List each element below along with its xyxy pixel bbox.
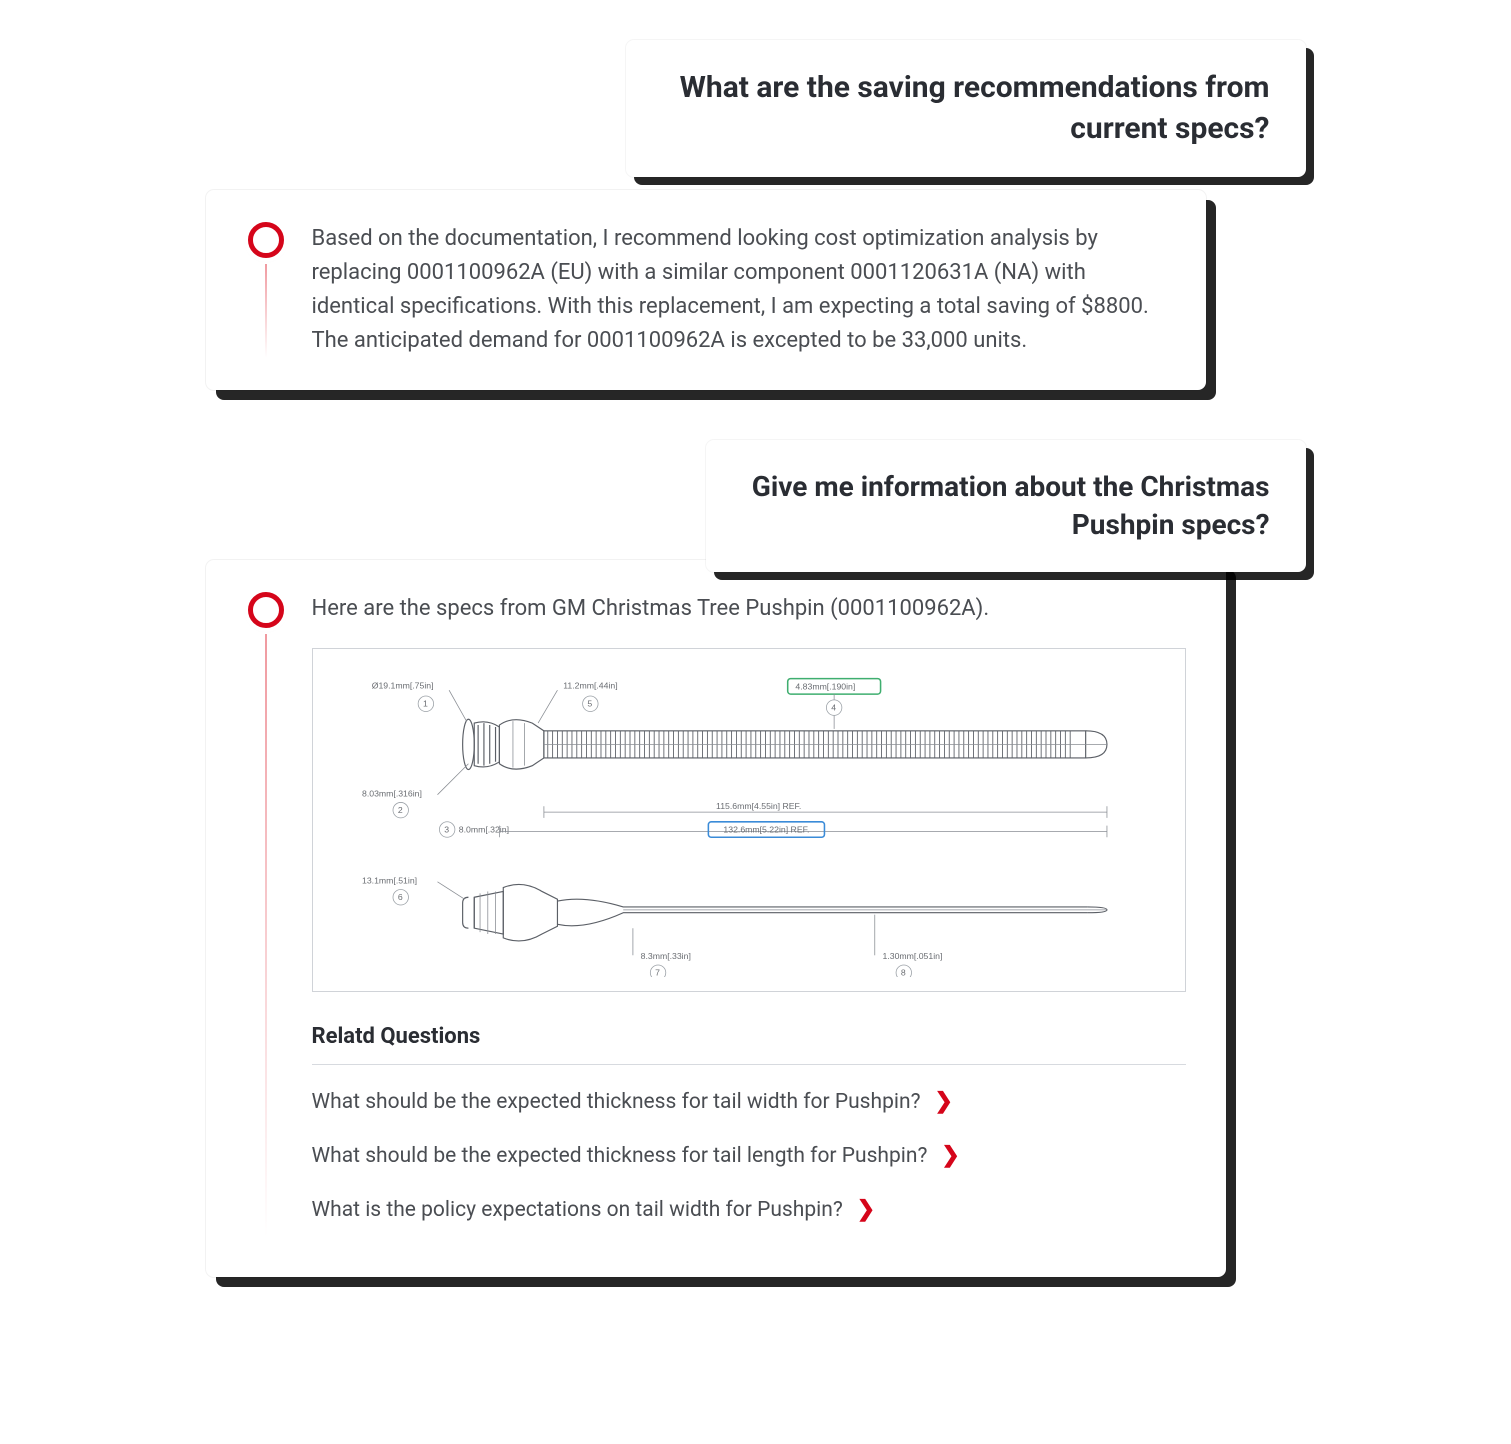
svg-text:132.6mm[5.22in] REF.: 132.6mm[5.22in] REF. — [723, 825, 809, 835]
related-questions-heading: Relatd Questions — [312, 1020, 1186, 1065]
svg-text:115.6mm[4.55in] REF.: 115.6mm[4.55in] REF. — [716, 801, 801, 811]
thread-stem — [265, 264, 267, 358]
related-question-text: What should be the expected thickness fo… — [312, 1140, 928, 1173]
svg-text:3: 3 — [444, 825, 449, 835]
assistant-avatar-ring — [248, 222, 284, 258]
svg-text:5: 5 — [587, 699, 592, 709]
svg-text:13.1mm[.51in]: 13.1mm[.51in] — [362, 876, 417, 886]
svg-text:2: 2 — [397, 805, 402, 815]
thread-marker — [238, 592, 294, 1237]
assistant-answer-1: Based on the documentation, I recommend … — [206, 190, 1206, 390]
svg-text:1.30mm[.051in]: 1.30mm[.051in] — [882, 951, 942, 961]
related-questions-list: What should be the expected thickness fo… — [312, 1075, 1186, 1237]
chevron-right-icon: ❯ — [857, 1193, 875, 1227]
user-question-2: Give me information about the Christmas … — [706, 440, 1306, 572]
svg-text:4.83mm[.190in]: 4.83mm[.190in] — [795, 681, 855, 691]
assistant-answer-2: Here are the specs from GM Christmas Tre… — [206, 560, 1226, 1277]
user-question-2-text: Give me information about the Christmas … — [752, 470, 1270, 541]
chevron-right-icon: ❯ — [935, 1085, 953, 1119]
assistant-avatar-ring — [248, 592, 284, 628]
svg-text:4: 4 — [831, 703, 836, 713]
related-question-item[interactable]: What is the policy expectations on tail … — [312, 1183, 1186, 1237]
svg-text:8: 8 — [900, 968, 905, 977]
thread-stem — [265, 634, 267, 1237]
assistant-answer-2-text: Here are the specs from GM Christmas Tre… — [312, 592, 1186, 626]
user-question-1-text: What are the saving recommendations from… — [680, 70, 1270, 146]
related-question-text: What should be the expected thickness fo… — [312, 1086, 921, 1119]
svg-text:7: 7 — [655, 968, 660, 977]
spec-drawing-svg: Ø19.1mm[.75in] 1 11.2mm[.44in] 5 4.83mm[… — [333, 667, 1165, 977]
user-question-1: What are the saving recommendations from… — [626, 40, 1306, 177]
spec-drawing: Ø19.1mm[.75in] 1 11.2mm[.44in] 5 4.83mm[… — [312, 648, 1186, 992]
svg-text:8.03mm[.316in]: 8.03mm[.316in] — [362, 789, 422, 799]
svg-text:8.3mm[.33in]: 8.3mm[.33in] — [640, 951, 690, 961]
chevron-right-icon: ❯ — [941, 1139, 959, 1173]
svg-text:6: 6 — [397, 892, 402, 902]
thread-marker — [238, 222, 294, 358]
svg-text:Ø19.1mm[.75in]: Ø19.1mm[.75in] — [371, 680, 433, 690]
related-question-item[interactable]: What should be the expected thickness fo… — [312, 1129, 1186, 1183]
svg-text:11.2mm[.44in]: 11.2mm[.44in] — [563, 680, 617, 690]
related-question-item[interactable]: What should be the expected thickness fo… — [312, 1075, 1186, 1129]
svg-text:8.0mm[.32in]: 8.0mm[.32in] — [458, 825, 508, 835]
svg-text:1: 1 — [422, 699, 427, 709]
assistant-answer-1-text: Based on the documentation, I recommend … — [312, 226, 1149, 353]
related-question-text: What is the policy expectations on tail … — [312, 1194, 843, 1227]
